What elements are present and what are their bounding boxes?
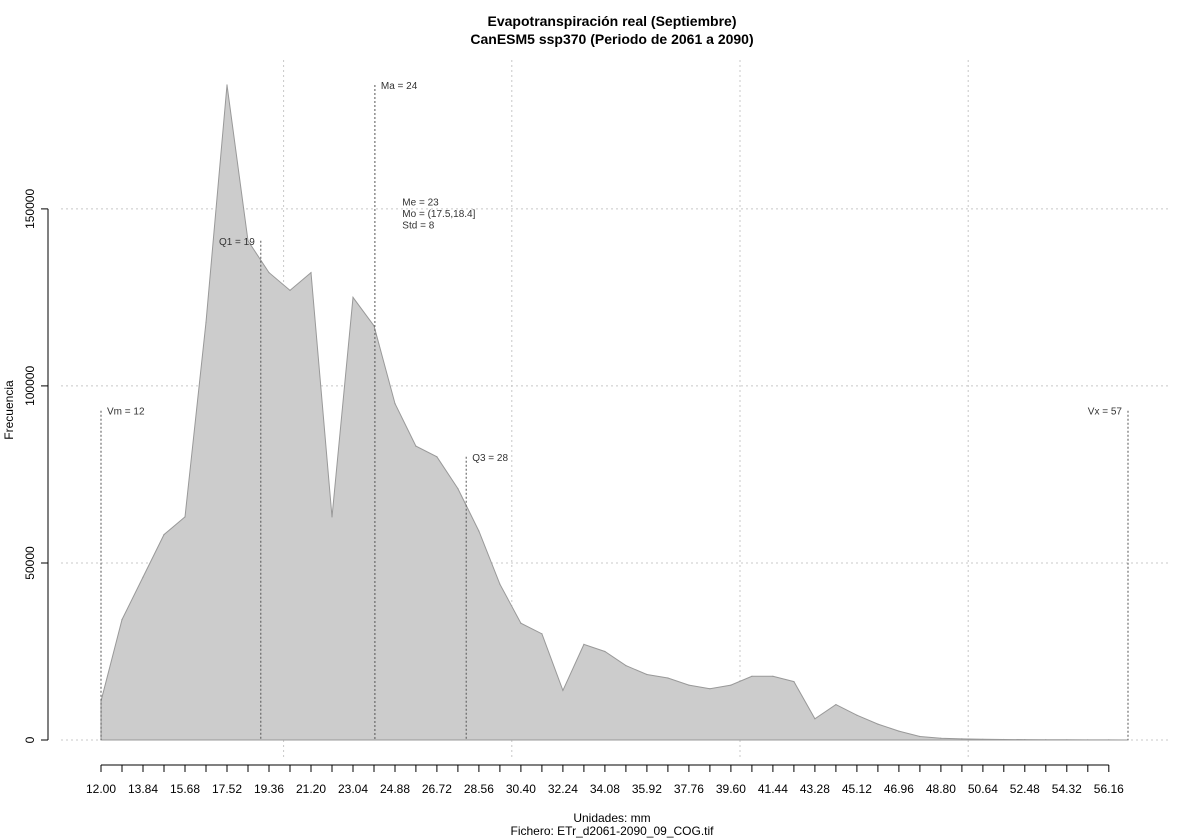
data-point-3 (163, 534, 165, 536)
y-tick-label-3: 150000 (23, 189, 37, 229)
data-point-28 (688, 684, 690, 686)
data-point-17 (457, 488, 459, 490)
data-point-29 (709, 688, 711, 690)
x-tick-label-4: 19.36 (254, 782, 284, 796)
data-point-43 (1003, 738, 1005, 741)
x-tick-label-6: 23.04 (338, 782, 368, 796)
data-point-33 (793, 681, 795, 683)
data-point-32 (772, 675, 774, 677)
x-tick-label-17: 43.28 (800, 782, 830, 796)
y-tick-label-0: 0 (23, 736, 37, 743)
x-tick-label-20: 48.80 (926, 782, 956, 796)
chart-title: Evapotranspiración real (Septiembre) (488, 13, 737, 29)
area-series (100, 84, 1129, 741)
data-point-0 (100, 700, 102, 702)
data-point-1 (121, 619, 123, 621)
data-point-12 (352, 296, 354, 298)
data-point-35 (835, 704, 837, 706)
data-point-47 (1087, 739, 1089, 741)
data-point-23 (583, 643, 585, 646)
data-point-15 (415, 445, 417, 447)
data-point-6 (226, 84, 228, 86)
x-tick-label-18: 45.12 (842, 782, 872, 796)
x-tick-label-10: 30.40 (506, 782, 536, 796)
stats-line-2: Std = 8 (402, 220, 434, 231)
stats-line-1: Mo = (17.5,18.4] (402, 209, 475, 220)
x-axis-label: Unidades: mm (573, 811, 650, 825)
data-point-7 (247, 240, 249, 242)
data-point-16 (436, 456, 438, 458)
data-point-5 (205, 321, 207, 323)
data-point-39 (919, 735, 921, 738)
stats-line-0: Me = 23 (402, 197, 439, 208)
axes: 12.00 13.84 15.68 17.52 19.36 21.20 23.04 24.88… (23, 189, 1124, 796)
data-point-45 (1045, 739, 1047, 741)
marker-label-1: Q1 = 19 (219, 237, 255, 248)
data-point-36 (856, 714, 858, 716)
data-point-37 (877, 723, 879, 725)
data-point-4 (184, 516, 186, 518)
data-point-24 (604, 650, 606, 653)
data-point-18 (478, 530, 480, 532)
x-tick-label-21: 50.64 (968, 782, 998, 796)
x-tick-label-19: 46.96 (884, 782, 914, 796)
data-point-48 (1108, 739, 1110, 741)
y-tick-label-1: 50000 (23, 546, 37, 580)
x-tick-label-7: 24.88 (380, 782, 410, 796)
data-point-9 (289, 289, 291, 291)
data-point-20 (520, 622, 522, 624)
data-point-26 (646, 673, 648, 676)
data-point-34 (814, 718, 816, 720)
x-tick-label-12: 34.08 (590, 782, 620, 796)
data-point-11 (331, 516, 333, 518)
x-tick-label-11: 32.24 (548, 782, 578, 796)
data-point-46 (1066, 739, 1068, 741)
data-point-10 (310, 272, 312, 274)
data-point-27 (667, 677, 669, 679)
x-tick-label-14: 37.76 (674, 782, 704, 796)
data-point-31 (751, 675, 753, 677)
data-point-44 (1024, 739, 1026, 741)
data-point-2 (142, 576, 144, 578)
x-tick-label-24: 56.16 (1094, 782, 1124, 796)
data-point-38 (898, 730, 900, 732)
x-tick-label-0: 12.00 (86, 782, 116, 796)
file-caption: Fichero: ETr_d2061-2090_09_COG.tif (511, 824, 715, 838)
x-tick-label-1: 13.84 (128, 782, 158, 796)
marker-label-4: Vx = 57 (1088, 407, 1123, 418)
x-tick-label-16: 41.44 (758, 782, 788, 796)
y-axis-label: Frecuencia (2, 380, 16, 440)
data-point-22 (562, 689, 564, 692)
x-tick-label-15: 39.60 (716, 782, 746, 796)
data-point-21 (541, 633, 543, 635)
marker-lines: Vm = 12 Q1 = 19 Ma = 24 Q3 = 28 Vx = 57 (100, 81, 1129, 740)
data-point-41 (961, 738, 963, 740)
x-tick-label-9: 28.56 (464, 782, 494, 796)
marker-label-0: Vm = 12 (107, 407, 145, 418)
x-tick-label-2: 15.68 (170, 782, 200, 796)
data-point-19 (499, 583, 501, 585)
chart-subtitle: CanESM5 ssp370 (Periodo de 2061 a 2090) (470, 31, 753, 47)
x-tick-label-5: 21.20 (296, 782, 326, 796)
data-point-14 (394, 403, 396, 405)
x-tick-label-3: 17.52 (212, 782, 242, 796)
data-point-25 (625, 665, 627, 667)
y-tick-label-2: 100000 (23, 366, 37, 406)
data-point-13 (373, 325, 375, 327)
data-point-40 (940, 737, 942, 739)
x-tick-label-8: 26.72 (422, 782, 452, 796)
data-point-30 (730, 684, 732, 686)
area-fill (100, 84, 1129, 741)
x-tick-label-22: 52.48 (1010, 782, 1040, 796)
x-tick-label-23: 54.32 (1052, 782, 1082, 796)
marker-label-2: Ma = 24 (381, 81, 418, 92)
data-point-8 (268, 272, 270, 274)
marker-label-3: Q3 = 28 (472, 453, 508, 464)
x-tick-label-13: 35.92 (632, 782, 662, 796)
data-point-42 (982, 738, 984, 740)
